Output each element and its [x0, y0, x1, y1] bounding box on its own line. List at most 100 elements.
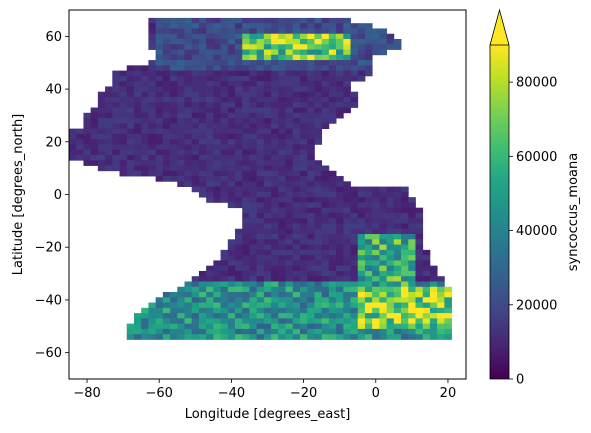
heatmap-cell — [299, 239, 308, 245]
heatmap-cell — [328, 170, 337, 177]
heatmap-cell — [148, 44, 157, 50]
heatmap-cell — [162, 313, 171, 319]
heatmap-cell — [379, 281, 387, 288]
heatmap-cell — [343, 202, 351, 209]
heatmap-cell — [364, 70, 373, 77]
heatmap-cell — [307, 17, 315, 24]
heatmap-cell — [141, 118, 149, 124]
heatmap-cell — [336, 265, 344, 272]
heatmap-cell — [263, 91, 272, 98]
heatmap-cell — [148, 91, 157, 98]
heatmap-cell — [299, 60, 308, 66]
heatmap-cell — [256, 244, 265, 251]
heatmap-cell — [285, 107, 294, 114]
heatmap-cell — [357, 244, 366, 251]
heatmap-cell — [328, 270, 337, 277]
heatmap-cell — [437, 328, 445, 335]
heatmap-cell — [314, 334, 323, 340]
heatmap-cell — [307, 112, 315, 119]
heatmap-cell — [408, 334, 416, 340]
heatmap-cell — [249, 276, 258, 282]
heatmap-cell — [242, 65, 250, 72]
heatmap-cell — [328, 334, 337, 340]
heatmap-cell — [321, 186, 330, 193]
heatmap-cell — [90, 160, 99, 166]
heatmap-cell — [278, 207, 286, 214]
heatmap-cell — [285, 297, 294, 303]
heatmap-cell — [177, 292, 185, 298]
heatmap-cell — [206, 160, 214, 166]
heatmap-cell — [184, 44, 193, 50]
heatmap-cell — [321, 202, 330, 209]
heatmap-cell — [105, 96, 113, 103]
heatmap-cell — [184, 292, 193, 298]
heatmap-cell — [415, 328, 424, 335]
heatmap-cell — [170, 123, 178, 130]
heatmap-cell — [386, 33, 395, 40]
heatmap-cell — [408, 197, 416, 203]
heatmap-cell — [227, 186, 236, 193]
heatmap-cell — [97, 165, 106, 172]
heatmap-cell — [292, 139, 301, 145]
heatmap-cell — [235, 276, 243, 282]
heatmap-cell — [357, 302, 366, 309]
heatmap-cell — [148, 60, 157, 66]
heatmap-cell — [105, 160, 113, 166]
heatmap-cell — [285, 128, 294, 135]
heatmap-cell — [256, 255, 265, 261]
heatmap-cell — [242, 60, 250, 66]
heatmap-cell — [379, 28, 387, 35]
heatmap-cell — [314, 54, 323, 61]
heatmap-cell — [105, 112, 113, 119]
heatmap-cell — [278, 249, 286, 256]
heatmap-cell — [263, 302, 272, 309]
heatmap-cell — [191, 323, 200, 330]
heatmap-cell — [386, 239, 395, 245]
heatmap-cell — [249, 244, 258, 251]
heatmap-cell — [206, 33, 214, 40]
heatmap-cell — [372, 286, 380, 293]
heatmap-cell — [198, 123, 207, 130]
heatmap-cell — [133, 160, 142, 166]
heatmap-cell — [213, 323, 221, 330]
heatmap-cell — [278, 154, 286, 161]
heatmap-cell — [350, 334, 359, 340]
heatmap-cell — [393, 228, 402, 235]
heatmap-cell — [170, 176, 178, 182]
heatmap-cell — [271, 286, 279, 293]
heatmap-cell — [227, 70, 236, 77]
heatmap-cell — [336, 65, 344, 72]
heatmap-cell — [227, 81, 236, 87]
heatmap-cell — [227, 118, 236, 124]
heatmap-cell — [415, 318, 424, 325]
heatmap-cell — [206, 197, 214, 203]
heatmap-cell — [292, 170, 301, 177]
heatmap-cell — [155, 49, 164, 56]
heatmap-cell — [170, 17, 178, 24]
heatmap-cell — [263, 49, 272, 56]
heatmap-cell — [350, 91, 359, 98]
heatmap-cell — [299, 139, 308, 145]
heatmap-cell — [242, 302, 250, 309]
heatmap-cell — [206, 86, 214, 93]
heatmap-cell — [357, 38, 366, 45]
heatmap-cell — [357, 223, 366, 230]
heatmap-cell — [278, 123, 286, 130]
heatmap-cell — [242, 123, 250, 130]
heatmap-cell — [220, 139, 229, 145]
heatmap-cell — [437, 313, 445, 319]
heatmap-cell — [299, 328, 308, 335]
heatmap-cell — [393, 191, 402, 198]
heatmap-cell — [328, 281, 337, 288]
heatmap-cell — [278, 270, 286, 277]
heatmap-cell — [350, 239, 359, 245]
heatmap-cell — [242, 270, 250, 277]
heatmap-cell — [285, 186, 294, 193]
heatmap-cell — [263, 165, 272, 172]
heatmap-cell — [119, 102, 128, 108]
heatmap-cell — [343, 276, 351, 282]
heatmap-cell — [235, 165, 243, 172]
heatmap-cell — [278, 223, 286, 230]
heatmap-cell — [97, 118, 106, 124]
heatmap-cell — [126, 70, 135, 77]
